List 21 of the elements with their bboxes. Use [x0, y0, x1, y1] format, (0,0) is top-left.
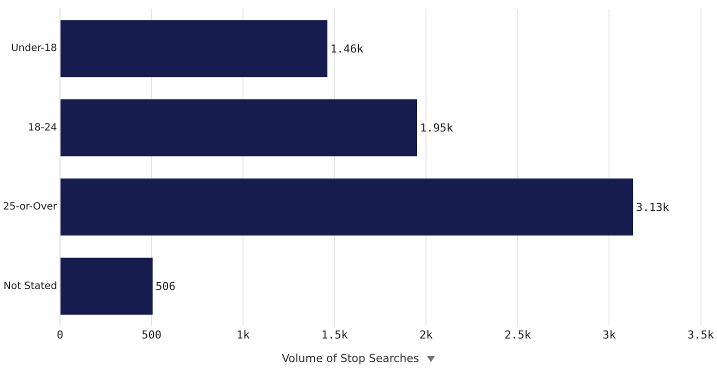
x-tick-label: 2k	[420, 328, 434, 342]
x-tick-label: 1k	[236, 328, 250, 342]
data-label: 1.95k	[420, 122, 454, 135]
x-tick-label: 1.5k	[321, 328, 348, 342]
x-tick-label: 0	[56, 328, 64, 342]
y-tick-label: 18-24	[28, 122, 58, 134]
bar	[60, 20, 328, 78]
bar	[60, 258, 153, 315]
x-axis-title: Volume of Stop Searches	[282, 352, 420, 365]
y-tick-label: Not Stated	[4, 280, 58, 292]
data-label: 506	[156, 280, 176, 294]
y-tick-label: 25-or-Over	[2, 202, 58, 213]
bar	[60, 178, 634, 236]
bar	[60, 99, 418, 156]
y-tick-label: Under-18	[11, 43, 58, 54]
x-tick-label: 3.5k	[688, 328, 714, 342]
x-tick-label: 2.5k	[504, 328, 532, 342]
x-tick-label: 3k	[602, 328, 616, 342]
data-label: 3.13k	[636, 200, 670, 214]
data-label: 1.46k	[330, 42, 364, 56]
x-tick-label: 500	[142, 328, 162, 342]
